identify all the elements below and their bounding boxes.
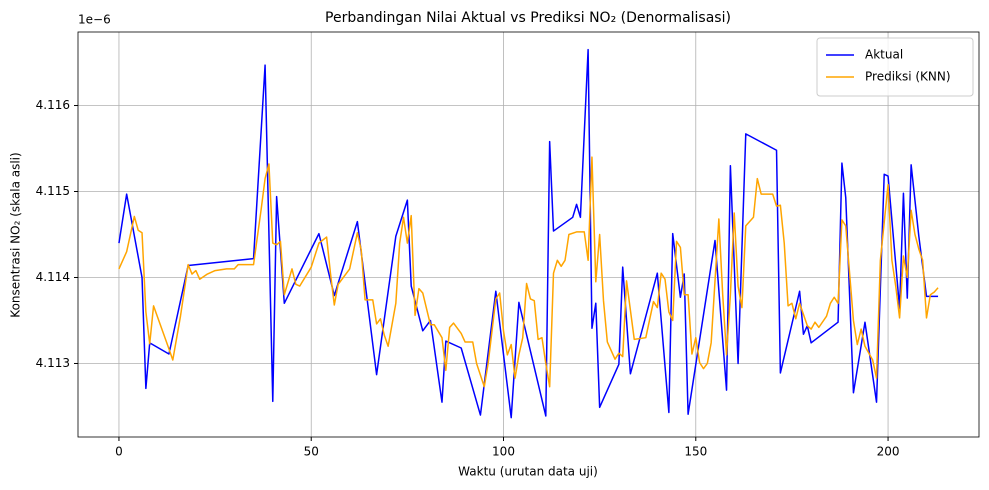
- y-tick-label: 4.113: [36, 356, 70, 370]
- data-line: [118, 48, 939, 419]
- y-axis-label: Konsentrasi NO₂ (skala asli): [9, 152, 23, 317]
- legend-label: Prediksi (KNN): [865, 70, 951, 84]
- y-offset-label: 1e−6: [78, 13, 111, 27]
- legend-box: [816, 37, 974, 97]
- x-tick-label: 200: [877, 445, 900, 459]
- x-tick-label: 50: [304, 445, 319, 459]
- chart-title: Perbandingan Nilai Aktual vs Prediksi NO…: [325, 10, 731, 26]
- x-tick-label: 100: [492, 445, 515, 459]
- plot-frame: [77, 31, 980, 438]
- x-tick-label: 150: [684, 445, 707, 459]
- data-line: [118, 156, 939, 388]
- x-tick-label: 0: [115, 445, 123, 459]
- x-axis-label: Waktu (urutan data uji): [458, 465, 598, 479]
- y-tick-label: 4.115: [36, 184, 70, 198]
- y-tick-label: 4.116: [36, 98, 70, 112]
- legend-label: Aktual: [865, 48, 903, 62]
- y-tick-label: 4.114: [36, 270, 70, 284]
